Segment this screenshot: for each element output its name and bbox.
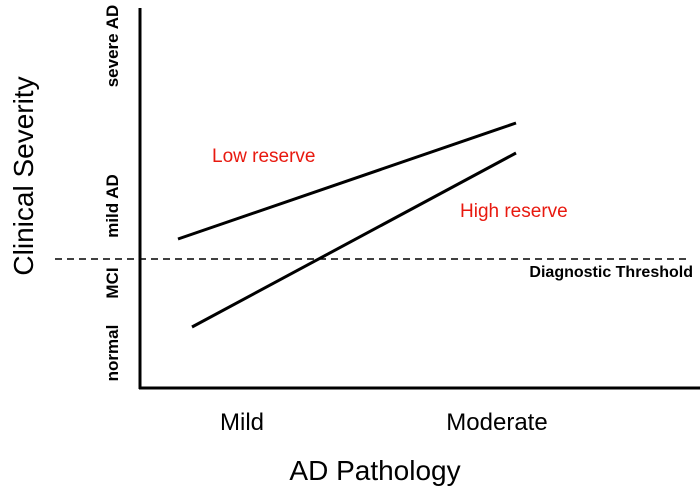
y-tick-mild-ad: mild AD [103, 174, 122, 238]
y-axis-title: Clinical Severity [8, 76, 39, 276]
x-tick-moderate: Moderate [446, 409, 548, 436]
x-tick-mild: Mild [219, 409, 265, 436]
high-reserve-line [191, 151, 517, 329]
y-tick-severe-ad: severe AD [103, 4, 122, 88]
y-tick-normal: normal [103, 324, 122, 382]
diagnostic-threshold-label: Diagnostic Threshold [529, 264, 693, 281]
low-reserve-line [177, 121, 517, 241]
y-tick-mci: MCI [103, 267, 122, 299]
high-reserve-label: High reserve [460, 201, 568, 222]
x-axis-title: AD Pathology [289, 455, 461, 486]
low-reserve-label: Low reserve [212, 146, 316, 167]
